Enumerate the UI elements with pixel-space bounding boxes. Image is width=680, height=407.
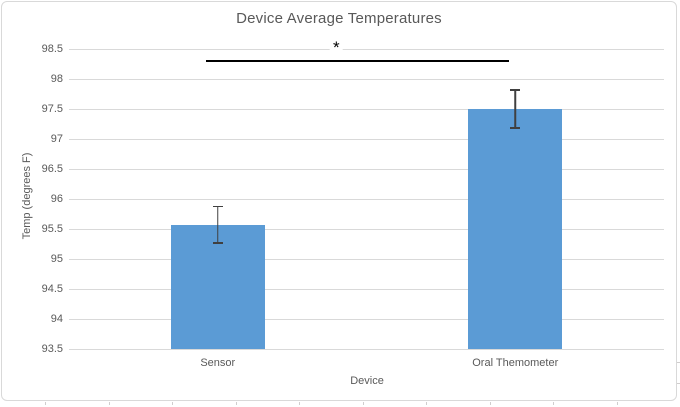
y-tick-label-96: 96: [50, 193, 63, 205]
error-bar-bottom-cap: [510, 127, 521, 129]
chart-title: Device Average Temperatures: [236, 10, 442, 27]
sheet-row-tick: [677, 383, 680, 384]
gridline: [69, 169, 664, 170]
gridline: [69, 139, 664, 140]
y-tick-label-96.5: 96.5: [41, 163, 63, 175]
sheet-column-tick: [426, 402, 427, 405]
x-axis-line: [69, 349, 664, 350]
error-bar-top-cap: [212, 205, 223, 208]
gridline: [69, 259, 664, 260]
error-bar-oral-themometer: [510, 89, 521, 129]
gridline: [69, 79, 664, 80]
y-tick-label-98.5: 98.5: [41, 43, 63, 55]
sheet-column-tick: [172, 402, 173, 405]
sheet-column-tick: [553, 402, 554, 405]
y-tick-label-97.5: 97.5: [41, 103, 63, 115]
chart-area[interactable]: Device Average Temperatures Temp (degree…: [1, 1, 677, 401]
y-tick-label-93.5: 93.5: [41, 343, 63, 355]
sheet-column-tick: [489, 402, 491, 405]
sheet-column-tick: [108, 402, 110, 405]
x-category-label-oral-themometer: Oral Themometer: [472, 357, 559, 369]
sheet-column-tick: [299, 402, 300, 405]
gridline: [69, 109, 664, 110]
error-bar-bottom-cap: [212, 242, 223, 244]
y-tick-label-97: 97: [50, 133, 63, 145]
sheet-column-tick: [362, 402, 364, 405]
error-bar-stem: [514, 89, 516, 129]
significance-line: [205, 60, 510, 62]
sheet-column-tick: [235, 402, 237, 405]
sheet-row-tick: [677, 362, 680, 363]
error-bar-stem: [217, 205, 219, 244]
gridline: [69, 319, 664, 320]
sheet-column-tick: [45, 402, 46, 405]
error-bar-top-cap: [510, 89, 521, 91]
y-tick-label-95: 95: [50, 253, 63, 265]
y-tick-label-94: 94: [50, 313, 63, 325]
plot-area: *: [69, 39, 664, 350]
error-bar-sensor: [212, 205, 223, 244]
x-axis-title: Device: [350, 375, 384, 387]
gridline: [69, 199, 664, 200]
y-tick-label-94.5: 94.5: [41, 283, 63, 295]
significance-asterisk: *: [329, 39, 343, 56]
bar-sensor[interactable]: [170, 224, 265, 349]
x-category-label-sensor: Sensor: [200, 357, 236, 369]
gridline: [69, 229, 664, 230]
y-tick-label-95.5: 95.5: [41, 223, 63, 235]
sheet-column-tick: [616, 402, 618, 405]
y-tick-label-98: 98: [50, 73, 63, 85]
gridline: [69, 289, 664, 290]
bar-oral-themometer[interactable]: [468, 109, 563, 349]
gridline: [69, 49, 664, 50]
